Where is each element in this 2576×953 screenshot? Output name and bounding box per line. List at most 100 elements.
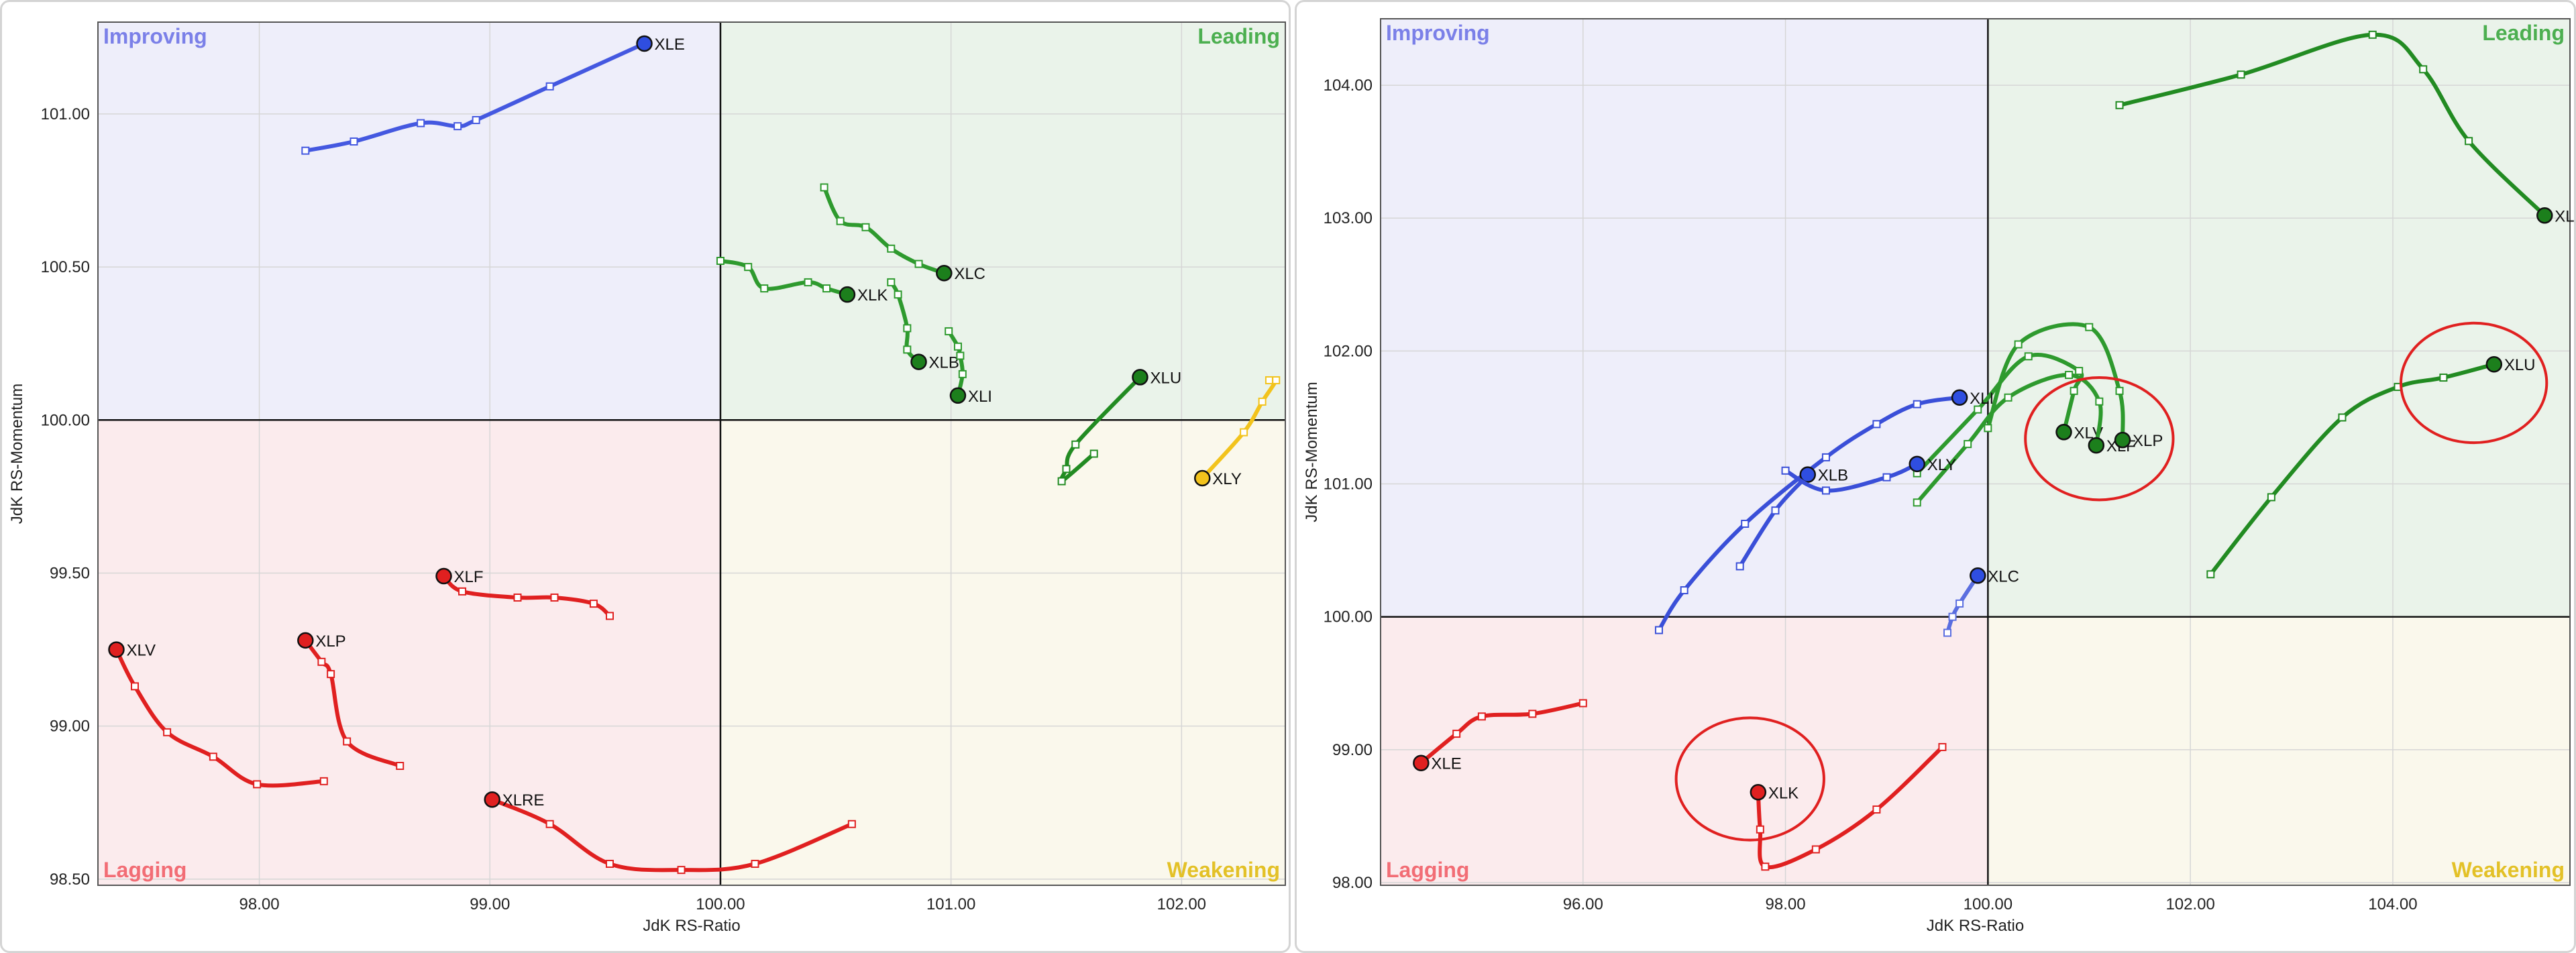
tail-point-xlv: [2024, 352, 2033, 361]
annotation-circle-2: [2400, 321, 2548, 445]
y-tick-label: 104.00: [1324, 76, 1373, 95]
tail-point-xly: [1882, 473, 1891, 482]
series-xlb: XLB: [887, 278, 959, 372]
quadrant-improving: [1381, 19, 1988, 617]
series-xlk: XLK: [1750, 742, 1947, 871]
point-label-xli: XLI: [968, 388, 992, 406]
head-point-xlb: [1799, 466, 1817, 483]
tail-point-xle: [1477, 712, 1486, 721]
point-label-xlc: XLC: [1988, 567, 2019, 585]
y-tick-label: 103.00: [1324, 209, 1373, 227]
tail-point-xlu: [2267, 493, 2275, 502]
rrg-plot-left: Improving Leading Lagging Weakening 98.00 99.…: [8, 21, 1286, 935]
y-tick-label: 100.50: [41, 258, 90, 276]
tail-point-xlre: [751, 860, 759, 868]
series-xly: XLY: [1194, 376, 1281, 488]
point-label-xlre: XLRE: [2555, 207, 2574, 225]
tail-point-xlb: [1771, 506, 1780, 515]
quadrant-label-weakening: Weakening: [1167, 858, 1280, 882]
head-point-xlb: [910, 353, 927, 370]
tail-point-xlk: [1872, 805, 1881, 814]
tail-point-xlre: [545, 820, 554, 828]
head-point-xlre: [2536, 207, 2553, 224]
tail-point-xlu: [1089, 449, 1098, 458]
tail-point-xlv: [163, 728, 172, 736]
tail-point-xlk: [804, 278, 812, 286]
tail-point-xle: [1578, 699, 1587, 708]
tail-point-xlp: [2014, 340, 2023, 349]
head-point-xlp: [2114, 431, 2131, 449]
tail-point-xlb: [887, 278, 896, 286]
tail-point-xlu: [1062, 465, 1071, 473]
tail-point-xlk: [744, 263, 753, 272]
quadrant-label-lagging: Lagging: [103, 858, 186, 882]
point-label-xlf: XLF: [454, 568, 484, 586]
tail-point-xlv: [2070, 386, 2078, 395]
tail-point-xlf: [605, 612, 614, 620]
tail-point-xle: [453, 122, 462, 131]
quadrant-label-lagging: Lagging: [1386, 858, 1469, 882]
head-point-xlre: [484, 791, 500, 808]
head-point-xlk: [839, 286, 856, 303]
tail-point-xlk: [822, 284, 831, 293]
point-label-xlb: XLB: [1818, 467, 1848, 485]
tail-point-xlu: [1071, 440, 1080, 449]
tail-point-xlp: [343, 737, 352, 746]
y-axis-title: JdK RS-Momentum: [8, 384, 26, 524]
rrg-chart-right: Improving Leading Lagging Weakening 96.00 98.…: [1295, 0, 2576, 953]
rrg-plot-right: Improving Leading Lagging Weakening 96.00 98.…: [1303, 18, 2574, 935]
series-xle: XLE: [301, 35, 685, 155]
tail-point-xlf: [458, 587, 467, 596]
tail-point-xlf: [513, 594, 522, 602]
series-xlc: XLC: [820, 183, 985, 283]
tail-point-xle: [545, 82, 554, 91]
head-point-xle: [1413, 754, 1430, 771]
tail-point-xly: [1258, 397, 1267, 406]
series-xlf: XLF: [435, 567, 614, 620]
annotation-circle-3: [1674, 716, 1825, 842]
tail-point-xlv: [319, 777, 328, 785]
head-point-xly: [1909, 455, 1925, 473]
plot-frame: [97, 21, 1286, 886]
quadrant-label-leading: Leading: [2482, 21, 2565, 45]
tail-point-xle: [350, 137, 358, 146]
tail-point-xlu: [2338, 413, 2347, 422]
tail-point-xli: [958, 370, 967, 378]
head-point-xlf: [2088, 437, 2105, 454]
tail-point-xlf: [550, 594, 559, 602]
x-tick-label: 101.00: [926, 895, 975, 913]
quadrant-label-leading: Leading: [1197, 24, 1280, 48]
point-label-xlk: XLK: [1768, 784, 1799, 802]
tail-point-xlk: [760, 284, 769, 293]
tail-point-xlc: [887, 244, 896, 253]
tail-point-xlre: [847, 820, 856, 828]
tail-point-xlu: [2439, 374, 2448, 382]
point-label-xly: XLY: [1212, 470, 1242, 488]
x-tick-label: 99.00: [470, 895, 510, 913]
series-xly: XLY: [1781, 455, 1957, 495]
y-tick-label: 101.00: [1324, 475, 1373, 494]
tail-point-xle: [301, 146, 310, 155]
point-label-xlp: XLP: [315, 632, 345, 651]
quadrant-improving: [98, 22, 720, 421]
y-tick-label: 100.00: [1324, 608, 1373, 626]
head-point-xli: [1951, 389, 1968, 406]
tail-point-xlre: [605, 860, 614, 868]
tail-point-xlre: [2419, 65, 2428, 74]
tail-point-xlu: [2206, 570, 2215, 579]
tail-point-xle: [417, 119, 425, 127]
y-tick-label: 102.00: [1324, 342, 1373, 360]
x-tick-label: 100.00: [696, 895, 745, 913]
head-point-xlk: [1750, 784, 1767, 801]
tail-point-xlk: [1811, 845, 1820, 854]
tail-point-xlu: [1057, 477, 1066, 486]
series-xlre: XLRE: [484, 791, 856, 875]
tail-point-xlre: [2237, 70, 2245, 79]
point-label-xly: XLY: [1927, 456, 1957, 474]
x-tick-label: 96.00: [1563, 895, 1603, 913]
tail-point-xli: [1654, 626, 1663, 634]
point-label-xlv: XLV: [126, 642, 156, 660]
tail-point-xlc: [861, 223, 870, 231]
tail-point-xlk: [716, 256, 724, 265]
tail-point-xlre: [2465, 137, 2473, 146]
